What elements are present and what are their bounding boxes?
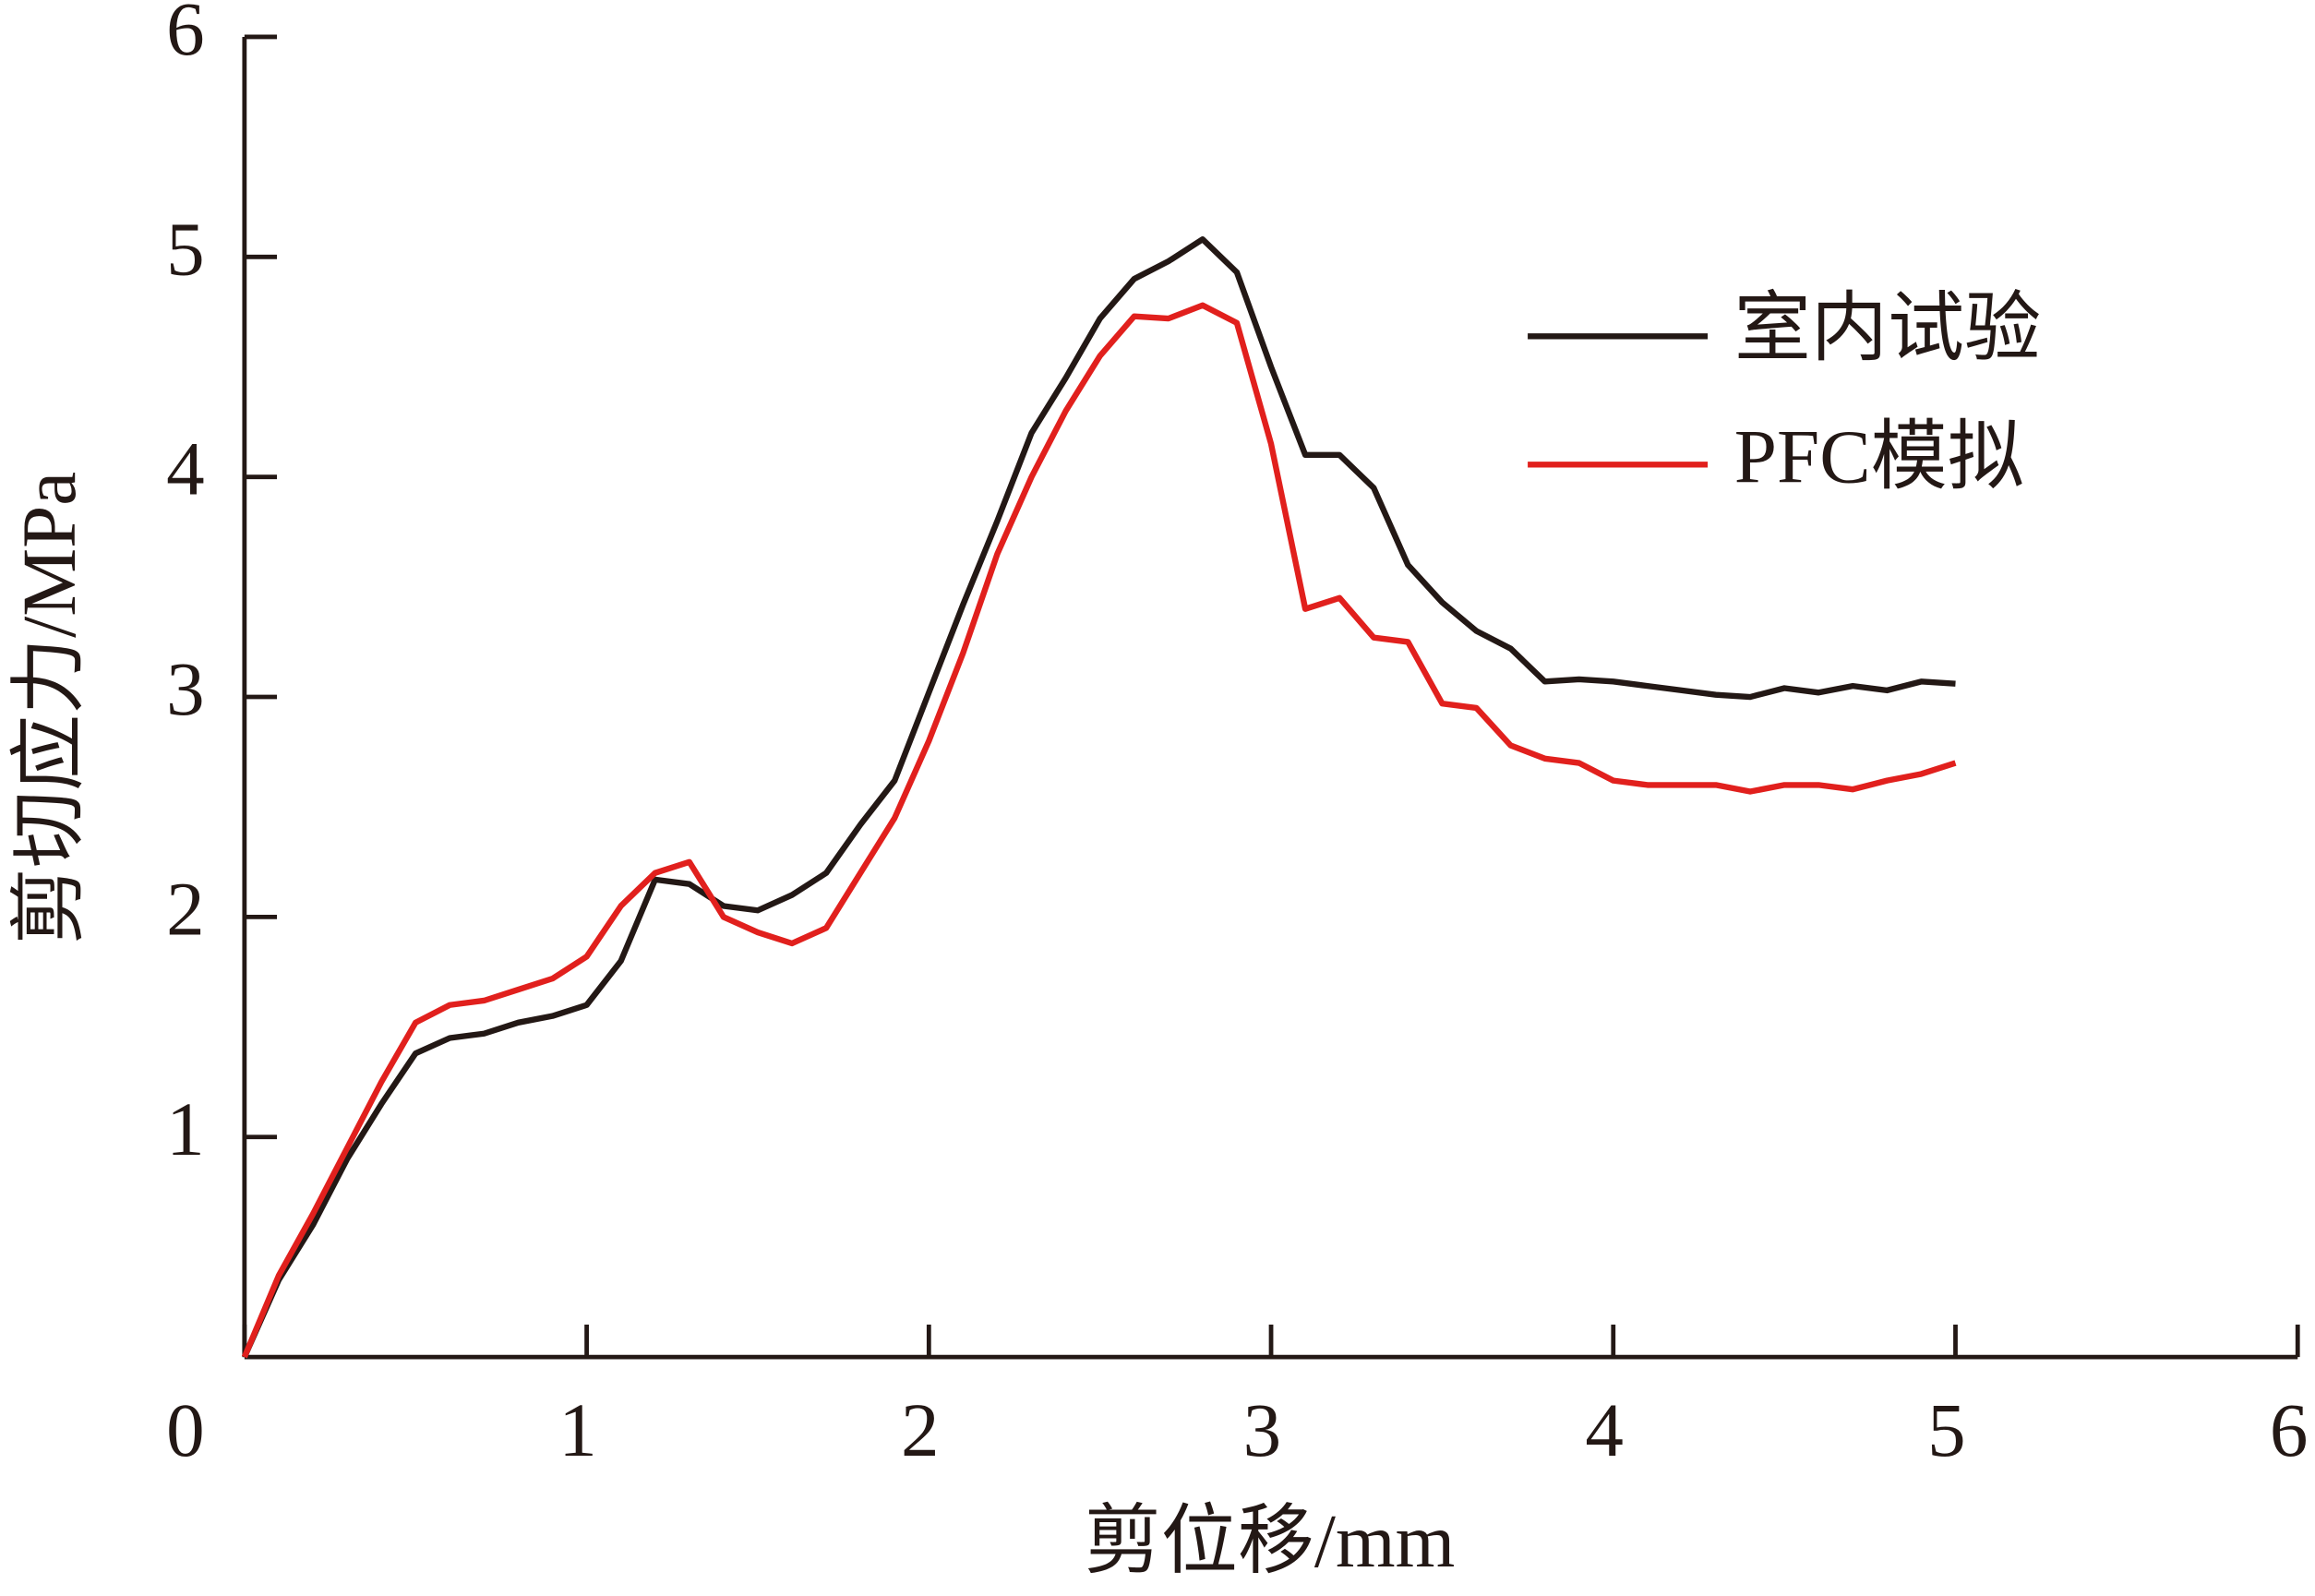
data-line	[241, 302, 1957, 1359]
x-tick-label: 3	[1243, 1387, 1282, 1472]
legend-label: 室内试验	[1734, 285, 2041, 370]
y-tick-label: 4	[166, 426, 205, 511]
y-axis-label: 剪切应力/MPa	[6, 472, 91, 944]
x-tick-label: 6	[2270, 1387, 2309, 1472]
data-line	[241, 236, 1956, 1359]
y-tick-label: 6	[166, 0, 205, 71]
y-tick-label: 5	[166, 206, 205, 291]
x-tick-label: 4	[1585, 1387, 1624, 1472]
y-tick-label: 3	[166, 646, 205, 731]
legend-label: PFC模拟	[1734, 414, 2024, 498]
x-axis-label: 剪位移/mm	[1085, 1498, 1456, 1583]
x-tick-label: 0	[166, 1387, 205, 1472]
y-tick-label: 1	[166, 1086, 205, 1171]
y-tick-label: 2	[166, 866, 205, 951]
x-tick-label: 5	[1927, 1387, 1966, 1472]
x-tick-label: 1	[558, 1387, 597, 1472]
x-tick-label: 2	[901, 1387, 940, 1472]
